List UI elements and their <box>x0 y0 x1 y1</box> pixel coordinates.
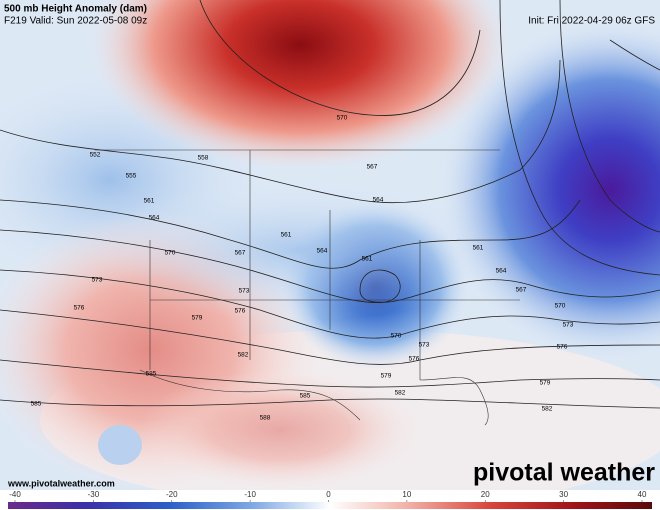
logo: pivotal weather <box>473 459 655 487</box>
contour <box>199 0 481 116</box>
colorbar-tick-label: -30 <box>88 490 100 499</box>
anomaly-area <box>98 425 142 465</box>
contour-label: 570 <box>337 115 348 122</box>
contour-label: 558 <box>198 155 209 162</box>
contour <box>0 309 660 365</box>
contour-label: 564 <box>496 268 507 275</box>
contour-label: 588 <box>260 415 271 422</box>
contour <box>609 39 660 71</box>
contour-label: 552 <box>90 152 101 159</box>
website: www.pivotalweather.com <box>7 478 115 488</box>
contour-label: 567 <box>235 250 246 257</box>
contour-label: 564 <box>149 215 160 222</box>
coastline <box>139 369 489 426</box>
colorbar-tick-label: 40 <box>638 490 647 499</box>
contour-label: 579 <box>381 373 392 380</box>
title: 500 mb Height Anomaly (dam) <box>4 4 147 15</box>
anomaly-area <box>440 20 660 360</box>
colorbar-tick-label: 0 <box>326 490 331 499</box>
contour-label: 570 <box>391 333 402 340</box>
contour-label: 579 <box>540 380 551 387</box>
contour-label: 585 <box>146 371 157 378</box>
contour <box>0 269 660 339</box>
anomaly-area <box>90 180 510 320</box>
colorbar-tick-label: -10 <box>244 490 256 499</box>
contour-label: 561 <box>281 232 292 239</box>
contour-label: 573 <box>563 322 574 329</box>
contour-label: 567 <box>516 287 527 294</box>
contour <box>0 59 561 203</box>
border <box>95 149 520 380</box>
contour-label: 561 <box>144 198 155 205</box>
contour-label: 579 <box>192 315 203 322</box>
contour-label: 573 <box>419 342 430 349</box>
contour-label: 585 <box>300 393 311 400</box>
contour <box>0 199 581 269</box>
contour-label: 582 <box>542 406 553 413</box>
init-time: Init: Fri 2022-04-29 06z GFS <box>528 16 655 27</box>
contour <box>0 398 660 409</box>
colorbar <box>8 502 652 509</box>
contour-label: 576 <box>557 344 568 351</box>
contour-label: 573 <box>92 277 103 284</box>
contour-label: 576 <box>409 356 420 363</box>
contour-label: 576 <box>74 305 85 312</box>
contour-label: 582 <box>238 352 249 359</box>
contour <box>499 0 660 276</box>
colorbar-tick-label: 20 <box>481 490 490 499</box>
contour-label: 561 <box>362 256 373 263</box>
contour-label: 585 <box>31 401 42 408</box>
contour-label: 564 <box>317 248 328 255</box>
anomaly-area <box>140 370 420 490</box>
contour-label: 582 <box>395 390 406 397</box>
contour-label: 564 <box>373 197 384 204</box>
colorbar-tick-label: -40 <box>9 490 21 499</box>
colorbar-tick-label: -20 <box>166 490 178 499</box>
valid-time: F219 Valid: Sun 2022-05-08 09z <box>4 16 147 27</box>
colorbar-tick-label: 30 <box>559 490 568 499</box>
contour-label: 576 <box>235 308 246 315</box>
colorbar-tick-label: 10 <box>402 490 411 499</box>
contour-label: 561 <box>473 245 484 252</box>
anomaly-area <box>90 0 510 170</box>
contours <box>0 0 660 409</box>
borders <box>95 149 520 426</box>
contour-label: 567 <box>367 164 378 171</box>
contour-label: 570 <box>555 303 566 310</box>
contour <box>559 0 660 233</box>
contour-label: 573 <box>239 288 250 295</box>
contour <box>0 359 660 388</box>
contour-label: 555 <box>126 173 137 180</box>
contour-label: 570 <box>165 250 176 257</box>
